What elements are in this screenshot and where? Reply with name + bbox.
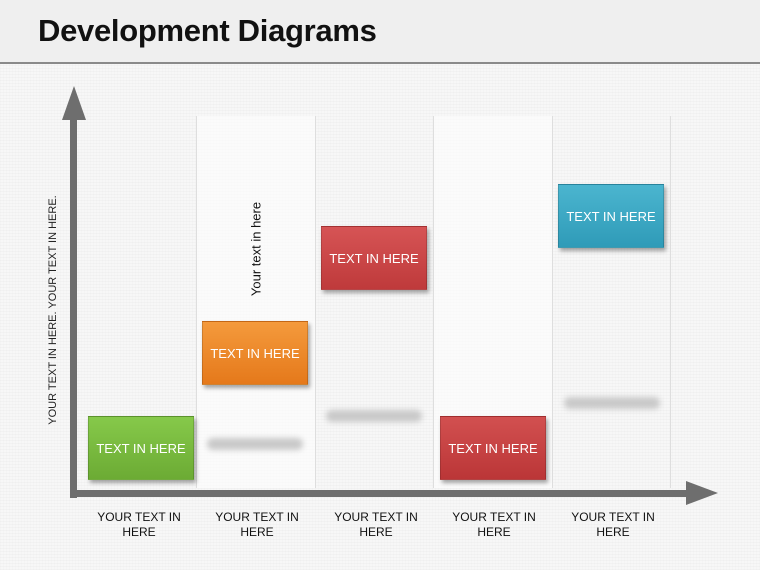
- x-category-line2: HERE: [122, 525, 156, 539]
- x-category-line1: YOUR TEXT IN: [452, 510, 536, 524]
- x-category-line1: YOUR TEXT IN: [215, 510, 299, 524]
- placeholder-bar: [207, 438, 303, 450]
- x-category-line1: YOUR TEXT IN: [571, 510, 655, 524]
- step-box-1: TEXT IN HERE: [88, 416, 194, 480]
- y-axis-label: YOUR TEXT IN HERE. YOUR TEXT IN HERE.: [47, 195, 59, 425]
- step-box-3: TEXT IN HERE: [321, 226, 427, 290]
- x-category-label: YOUR TEXT IN HERE: [84, 510, 194, 540]
- page-title: Development Diagrams: [38, 13, 377, 48]
- grid-line: [433, 116, 434, 488]
- column-band: [197, 116, 315, 488]
- x-category-label: YOUR TEXT IN HERE: [439, 510, 549, 540]
- grid-line: [315, 116, 316, 488]
- y-axis: [70, 110, 77, 498]
- x-axis: [70, 490, 692, 497]
- x-category-line2: HERE: [359, 525, 393, 539]
- x-category-line2: HERE: [477, 525, 511, 539]
- step-box-5: TEXT IN HERE: [558, 184, 664, 248]
- grid-line: [552, 116, 553, 488]
- grid-line: [670, 116, 671, 488]
- vertical-note: Your text in here: [248, 201, 264, 297]
- x-category-line1: YOUR TEXT IN: [334, 510, 418, 524]
- x-category-line2: HERE: [596, 525, 630, 539]
- step-box-4: TEXT IN HERE: [440, 416, 546, 480]
- step-box-2: TEXT IN HERE: [202, 321, 308, 385]
- x-axis-arrow-icon: [686, 481, 718, 505]
- x-category-label: YOUR TEXT IN HERE: [321, 510, 431, 540]
- x-category-line2: HERE: [240, 525, 274, 539]
- x-category-line1: YOUR TEXT IN: [97, 510, 181, 524]
- placeholder-bar: [326, 410, 422, 422]
- x-category-label: YOUR TEXT IN HERE: [202, 510, 312, 540]
- y-axis-arrow-icon: [62, 86, 86, 120]
- placeholder-bar: [564, 397, 660, 409]
- header-bar: Development Diagrams: [0, 0, 760, 64]
- grid-line: [196, 116, 197, 488]
- x-category-label: YOUR TEXT IN HERE: [558, 510, 668, 540]
